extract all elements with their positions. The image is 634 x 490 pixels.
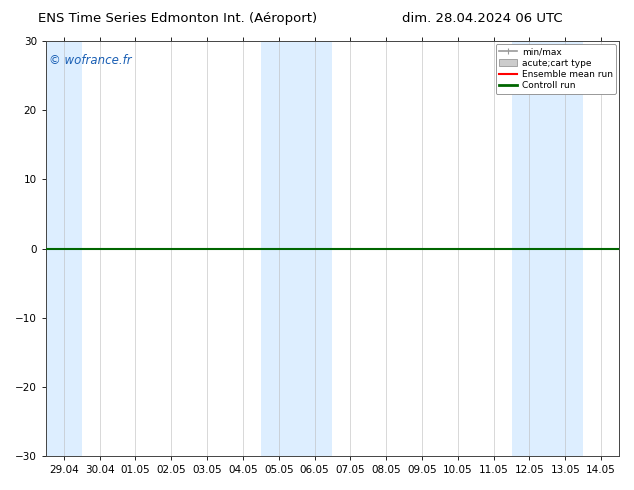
Bar [512, 41, 583, 456]
Bar [261, 41, 332, 456]
Text: ENS Time Series Edmonton Int. (Aéroport): ENS Time Series Edmonton Int. (Aéroport) [38, 12, 317, 25]
Legend: min/max, acute;cart type, Ensemble mean run, Controll run: min/max, acute;cart type, Ensemble mean … [496, 44, 616, 94]
Text: dim. 28.04.2024 06 UTC: dim. 28.04.2024 06 UTC [401, 12, 562, 25]
Text: © wofrance.fr: © wofrance.fr [49, 54, 131, 67]
Bar [46, 41, 82, 456]
